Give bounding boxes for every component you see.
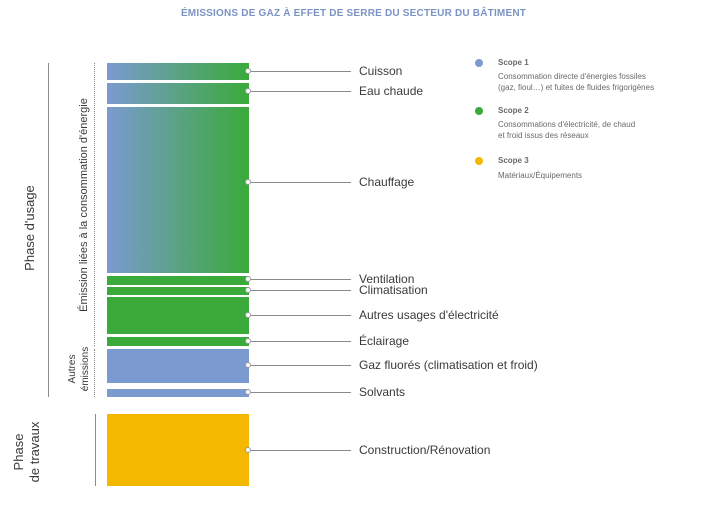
label-climatisation: Climatisation	[359, 283, 428, 297]
legend-title-scope3: Scope 3	[498, 156, 529, 165]
segment-eclairage	[107, 337, 249, 346]
label-autres-usages-electricite: Autres usages d'électricité	[359, 308, 499, 322]
leader-line	[251, 182, 351, 183]
label-ventilation: Ventilation	[359, 272, 415, 286]
connector-dot	[245, 179, 251, 185]
diagram-title: ÉMISSIONS DE GAZ À EFFET DE SERRE DU SEC…	[180, 8, 527, 19]
legend-dot-scope2	[475, 107, 483, 115]
leader-line	[251, 315, 351, 316]
connector-dot	[245, 88, 251, 94]
legend-desc-scope3: Matériaux/Équipements	[498, 171, 583, 180]
legend-dot-scope1	[475, 59, 483, 67]
label-eau-chaude: Eau chaude	[359, 84, 424, 98]
legend-desc-scope1: Consommation directe d'énergies fossiles…	[498, 72, 655, 92]
leader-line	[251, 392, 351, 393]
segment-cuisson	[107, 63, 249, 80]
label-phase-usage: Phase d'usage	[22, 185, 37, 271]
segment-eau-chaude	[107, 83, 249, 104]
connector-dot	[245, 312, 251, 318]
segment-construction-renovation	[107, 414, 249, 486]
leader-line	[251, 91, 351, 92]
label-autres-emissions: Autres émissions	[67, 346, 91, 392]
segment-solvants	[107, 389, 249, 397]
label-gaz-fluores: Gaz fluorés (climatisation et froid)	[359, 358, 538, 372]
connector-dot	[245, 389, 251, 395]
leader-line	[251, 365, 351, 366]
legend-dot-scope3	[475, 157, 483, 165]
legend-desc-scope2: Consommations d'électricité, de chaud et…	[498, 120, 636, 140]
leader-line	[251, 450, 351, 451]
connector-dot	[245, 362, 251, 368]
label-phase-travaux: Phase de travaux	[11, 421, 42, 483]
segment-gaz-fluores	[107, 349, 249, 383]
connector-dot	[245, 287, 251, 293]
leader-line	[251, 290, 351, 291]
bracket-phase-travaux	[95, 414, 96, 486]
segment-autres-usages-electricite	[107, 297, 249, 334]
label-construction-renovation: Construction/Rénovation	[359, 443, 491, 457]
bracket-energie	[94, 63, 95, 346]
legend-title-scope2: Scope 2	[498, 106, 529, 115]
label-solvants: Solvants	[359, 385, 406, 399]
leader-line	[251, 341, 351, 342]
segment-climatisation	[107, 287, 249, 295]
legend-title-scope1: Scope 1	[498, 58, 529, 67]
bracket-phase-usage	[48, 63, 49, 397]
connector-dot	[245, 68, 251, 74]
label-cuisson: Cuisson	[359, 64, 403, 78]
bracket-autres-emissions	[94, 349, 95, 397]
leader-line	[251, 279, 351, 280]
connector-dot	[245, 276, 251, 282]
connector-dot	[245, 338, 251, 344]
segment-chauffage	[107, 107, 249, 273]
label-chauffage: Chauffage	[359, 175, 415, 189]
label-eclairage: Éclairage	[359, 334, 410, 348]
leader-line	[251, 71, 351, 72]
label-energie: Émission liées à la consommation d'énerg…	[78, 98, 90, 312]
connector-dot	[245, 447, 251, 453]
segment-ventilation	[107, 276, 249, 285]
